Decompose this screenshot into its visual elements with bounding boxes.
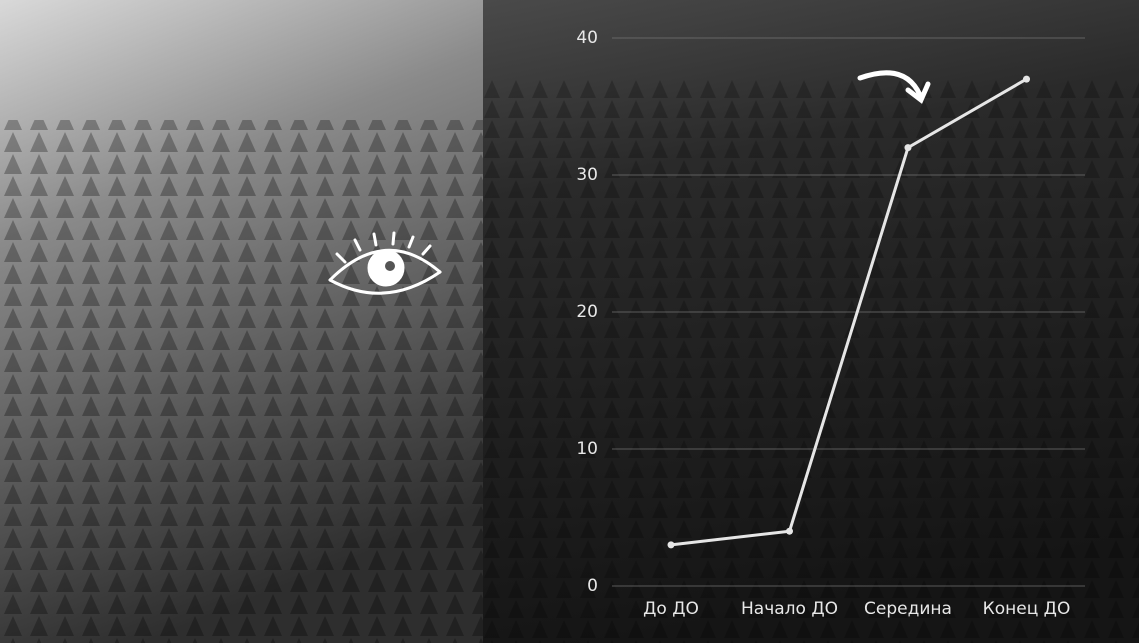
data-point	[786, 527, 793, 535]
data-point	[1023, 75, 1030, 83]
x-tick-label: Конец ДО	[983, 599, 1071, 619]
eye-icon	[328, 231, 442, 295]
data-line	[670, 77, 1028, 547]
x-tick-label: До ДО	[643, 599, 699, 619]
y-tick-label: 30	[576, 165, 598, 185]
y-tick-label: 10	[576, 439, 598, 459]
data-point	[904, 144, 912, 152]
y-tick-label: 40	[576, 28, 598, 48]
data-point	[667, 541, 675, 549]
forest-texture	[0, 120, 483, 643]
forest-texture	[483, 80, 1139, 643]
y-tick-label: 0	[587, 576, 598, 596]
x-tick-label: Середина	[864, 599, 952, 619]
x-tick-label: Начало ДО	[741, 599, 838, 619]
arrow-icon	[857, 70, 931, 104]
y-tick-label: 20	[576, 302, 598, 322]
